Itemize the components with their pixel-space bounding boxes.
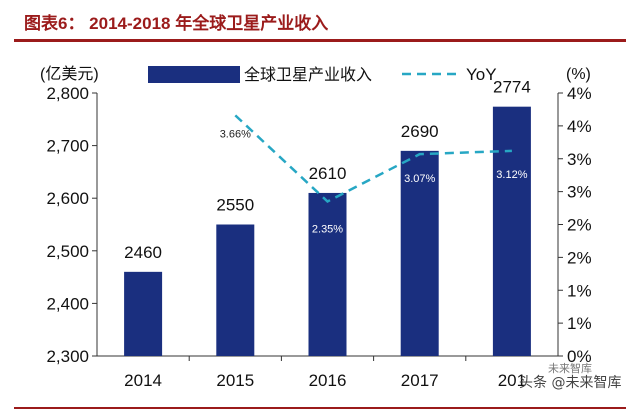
bottom-rule (14, 407, 626, 409)
y-left-tick-label: 2,600 (46, 189, 89, 208)
bar-2017 (400, 150, 439, 356)
yoy-label: 3.12% (496, 169, 527, 181)
watermark-brand: 未来智库 (548, 362, 592, 375)
y-left-tick-label: 2,500 (46, 242, 89, 261)
yoy-label: 3.66% (220, 128, 251, 140)
y-right-tick-label: 1% (567, 281, 592, 300)
y-right-tick-label: 1% (567, 314, 592, 333)
y-left-tick-label: 2,800 (46, 84, 89, 103)
x-tick-label: 2014 (124, 371, 162, 390)
yoy-label: 3.07% (404, 173, 435, 185)
bar-value-label: 2550 (216, 196, 254, 215)
y-right-tick-label: 2% (567, 248, 592, 267)
y-right-tick-label: 0% (567, 347, 592, 366)
x-tick-label: 2015 (216, 371, 254, 390)
x-tick-label: 2016 (309, 371, 347, 390)
y-right-tick-label: 3% (567, 183, 592, 202)
bar-value-label: 2460 (124, 243, 162, 262)
bar-2018 (492, 106, 531, 357)
bar-2014 (124, 271, 163, 356)
bar-2016 (308, 192, 347, 356)
title-rule (14, 39, 626, 42)
bar-value-label: 2610 (309, 164, 347, 183)
legend-bar-swatch (148, 66, 240, 83)
y-right-tick-label: 4% (567, 84, 592, 103)
yoy-label: 2.35% (312, 223, 343, 235)
y-left-tick-label: 2,300 (46, 347, 89, 366)
y-right-axis-title: (%) (566, 66, 591, 83)
x-tick-label: 201 (498, 371, 526, 390)
yoy-line (234, 114, 512, 204)
y-left-tick-label: 2,400 (46, 294, 89, 313)
title-bar: 图表6： 2014-2018 年全球卫星产业收入 (0, 0, 640, 42)
bar-value-label: 2774 (493, 78, 531, 97)
y-right-tick-label: 3% (567, 150, 592, 169)
legend-bar-label: 全球卫星产业收入 (244, 66, 372, 84)
y-left-axis-title: (亿美元) (40, 65, 99, 83)
legend-line-label: YoY (466, 65, 497, 84)
x-tick-label: 2017 (401, 371, 439, 390)
bar-value-label: 2690 (401, 122, 439, 141)
watermark-text: 头条 @未来智库 (519, 375, 622, 391)
y-left-tick-label: 2,700 (46, 137, 89, 156)
y-right-tick-label: 2% (567, 216, 592, 235)
y-right-tick-label: 4% (567, 117, 592, 136)
bar-2015 (216, 224, 255, 356)
chart-title: 图表6： 2014-2018 年全球卫星产业收入 (24, 14, 329, 33)
